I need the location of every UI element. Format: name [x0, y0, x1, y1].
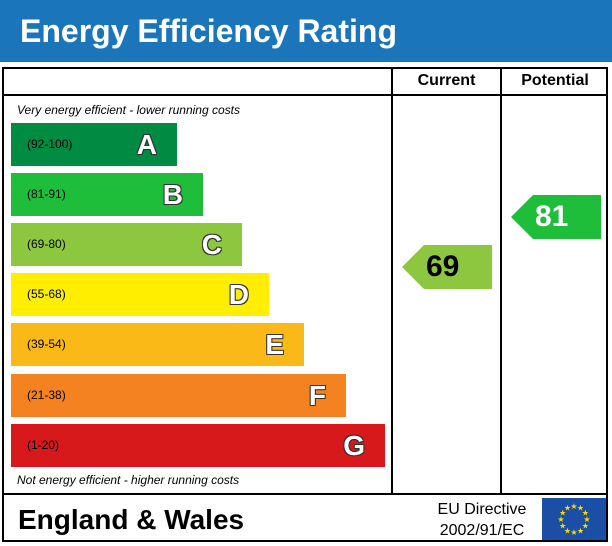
potential-rating-value: 81	[535, 200, 569, 233]
star-icon: ★	[570, 528, 577, 537]
header-row-divider	[2, 94, 608, 96]
star-icon: ★	[570, 502, 577, 511]
band-e: (39-54) E	[11, 323, 304, 366]
current-rating-value: 69	[426, 250, 460, 283]
chart-frame	[2, 67, 608, 542]
band-c: (69-80) C	[11, 223, 242, 266]
star-icon: ★	[564, 504, 571, 513]
star-icon: ★	[577, 504, 584, 513]
eu-flag-stars: ★★★★★★★★★ ★ ★★	[557, 502, 590, 537]
header-bar: Energy Efficiency Rating	[0, 0, 612, 62]
star-icon: ★	[577, 526, 584, 535]
star-icon: ★	[583, 515, 590, 524]
band-g: (1-20) G	[11, 424, 385, 467]
band-letter-label: G	[343, 430, 365, 461]
potential-arrow-shape	[511, 195, 601, 239]
band-range-label: (69-80)	[27, 237, 66, 251]
eu-flag-icon: ★ ★ ★ ★ ★ ★ ★ ★ ★ ★ ★ ★	[542, 498, 606, 540]
footer-divider	[2, 493, 608, 495]
star-icon: ★	[582, 522, 589, 531]
column-header-potential: Potential	[521, 72, 589, 89]
band-range-label: (21-38)	[27, 388, 66, 402]
star-icon: ★	[557, 515, 564, 524]
band-range-label: (55-68)	[27, 287, 66, 301]
band-letter-label: E	[265, 329, 284, 360]
band-range-label: (81-91)	[27, 187, 66, 201]
band-range-label: (39-54)	[27, 337, 66, 351]
star-icon: ★	[582, 509, 589, 518]
footer-directive-line1: EU Directive	[437, 501, 527, 518]
band-letter-label: A	[136, 129, 157, 160]
divider-current	[391, 67, 393, 495]
band-letter-label: F	[308, 380, 326, 411]
current-arrow-shape	[402, 245, 492, 289]
current-rating-arrow: 69	[402, 245, 492, 289]
top-note: Very energy efficient - lower running co…	[17, 103, 240, 117]
divider-potential	[500, 67, 502, 495]
band-b: (81-91) B	[11, 173, 203, 216]
band-a: (92-100) A	[11, 123, 177, 166]
band-letter-label: C	[201, 229, 222, 260]
star-icon: ★	[559, 509, 566, 518]
footer-country: England & Wales	[18, 504, 245, 535]
star-icon: ★	[559, 522, 566, 531]
band-f: (21-38) F	[11, 374, 346, 417]
band-d: (55-68) D	[11, 273, 269, 316]
band-letter-label: D	[228, 279, 249, 310]
band-range-label: (92-100)	[27, 137, 73, 151]
column-header-current: Current	[417, 72, 476, 89]
bottom-note: Not energy efficient - higher running co…	[17, 473, 240, 487]
chart-title: Energy Efficiency Rating	[20, 13, 397, 49]
band-letter-label: B	[162, 179, 183, 210]
footer-directive-line2: 2002/91/EC	[439, 522, 525, 539]
star-icon: ★	[564, 526, 571, 535]
potential-rating-arrow: 81	[511, 195, 601, 239]
band-range-label: (1-20)	[27, 438, 60, 452]
